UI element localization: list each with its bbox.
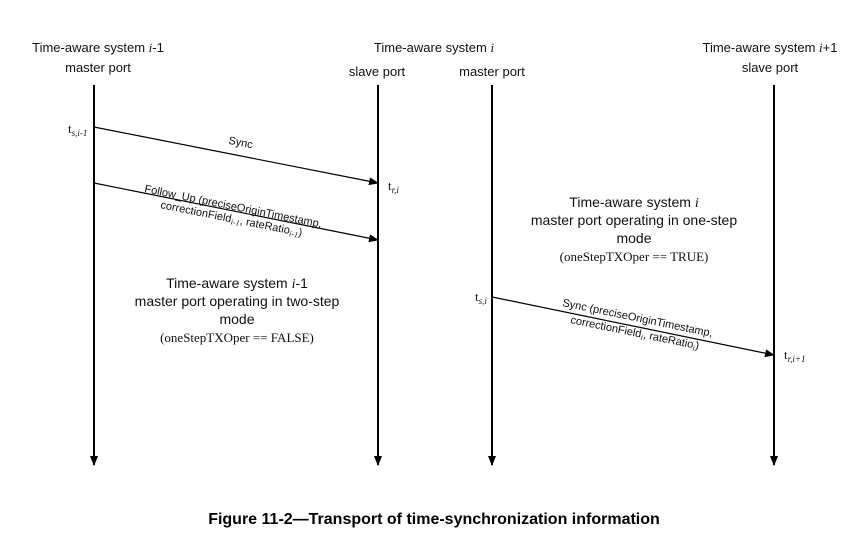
note-two-step-line2: master port operating in two-step	[135, 293, 340, 309]
figure-caption: Figure 11-2—Transport of time-synchroniz…	[208, 511, 660, 528]
note-one-step-line4: (oneStepTXOper == TRUE)	[560, 249, 709, 264]
header-system-i-master-port: master port	[459, 64, 525, 79]
message-label-sync-prev: Sync	[227, 135, 254, 152]
arrow-follow-up	[93, 182, 379, 243]
arrow-sync-i	[491, 296, 775, 358]
header-system-i-title: Time-aware system i	[374, 40, 495, 55]
timestamp-tr-i: tr,i	[388, 178, 399, 195]
timestamp-ts-i: ts,i	[475, 289, 487, 306]
note-one-step-line1: Time-aware system i	[569, 194, 699, 211]
header-system-i-slave-port: slave port	[349, 64, 406, 79]
timestamp-tr-next: tr,i+1	[784, 347, 805, 364]
note-one-step-line3: mode	[616, 230, 651, 246]
timestamp-ts-prev: ts,i-1	[68, 121, 87, 138]
note-two-step-line3: mode	[219, 311, 254, 327]
arrow-sync-prev	[93, 126, 379, 186]
header-system-next-title: Time-aware system i+1	[703, 40, 838, 55]
note-two-step: Time-aware system i-1 master port operat…	[135, 275, 340, 345]
header-system-next-port: slave port	[742, 60, 799, 75]
note-one-step-line2: master port operating in one-step	[531, 212, 737, 228]
note-one-step: Time-aware system i master port operatin…	[531, 194, 737, 264]
header-system-prev-port: master port	[65, 60, 131, 75]
header-system-prev-title: Time-aware system i-1	[32, 40, 164, 55]
note-two-step-line4: (oneStepTXOper == FALSE)	[160, 330, 314, 345]
note-two-step-line1: Time-aware system i-1	[166, 275, 308, 292]
